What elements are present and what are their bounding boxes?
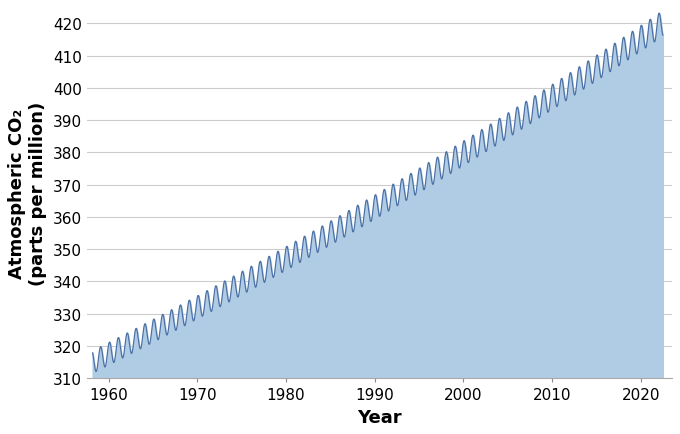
- Y-axis label: Atmospheric CO₂
(parts per million): Atmospheric CO₂ (parts per million): [8, 102, 47, 285]
- X-axis label: Year: Year: [357, 408, 401, 426]
